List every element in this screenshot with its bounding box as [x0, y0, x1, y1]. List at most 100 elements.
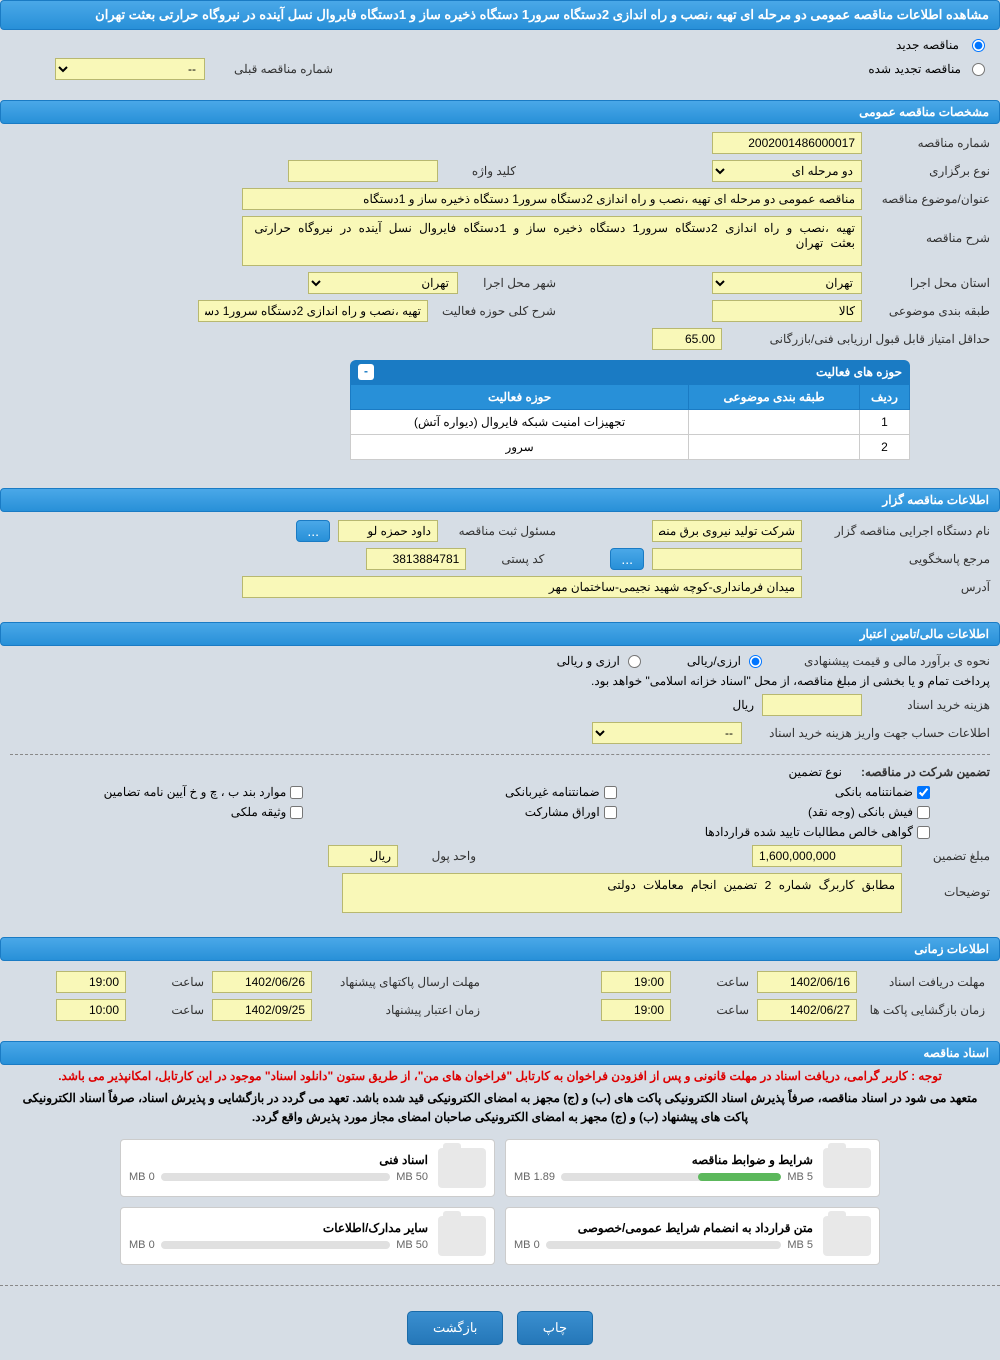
radio-renewed-tender[interactable] [972, 63, 985, 76]
folder-icon [438, 1148, 486, 1188]
cb-g4[interactable] [917, 806, 930, 819]
table-row: 2سرور [351, 435, 910, 460]
minimize-icon[interactable]: - [358, 364, 374, 380]
manager-field[interactable] [338, 520, 438, 542]
section-timing: اطلاعات زمانی [0, 937, 1000, 961]
cb-g4-label: فیش بانکی (وجه نقد) [808, 805, 913, 819]
doc-title: متن قرارداد به انضمام شرایط عمومی/خصوصی [514, 1221, 813, 1235]
radio-arz[interactable] [628, 655, 641, 668]
postal-field[interactable] [366, 548, 466, 570]
title-field[interactable] [242, 188, 862, 210]
keyword-field[interactable] [288, 160, 438, 182]
time-label-2: ساعت [134, 975, 204, 989]
open-date[interactable] [757, 999, 857, 1021]
desc-field[interactable]: تهیه ،نصب و راه اندازی 2دستگاه سرور1 دست… [242, 216, 862, 266]
validity-time[interactable] [56, 999, 126, 1021]
validity-date[interactable] [212, 999, 312, 1021]
table-row: 1تجهیزات امنیت شبكه فایروال (دیواره آتش) [351, 410, 910, 435]
province-select[interactable]: تهران [712, 272, 862, 294]
folder-icon [823, 1148, 871, 1188]
receive-label: مهلت دریافت اسناد [865, 975, 985, 989]
docs-note: متعهد می شود در اسناد مناقصه، صرفاً پذیر… [0, 1087, 1000, 1129]
rial-label: ریال [732, 698, 754, 712]
account-label: اطلاعات حساب جهت واریز هزینه خرید اسناد [750, 726, 990, 740]
back-button[interactable]: بازگشت [407, 1311, 503, 1345]
cb-g2[interactable] [604, 786, 617, 799]
category-field[interactable] [712, 300, 862, 322]
doc-total: 5 MB [787, 1171, 813, 1183]
section-docs: اسناد مناقصه [0, 1041, 1000, 1065]
doc-box-4[interactable]: سایر مدارک/اطلاعات 50 MB0 MB [120, 1207, 495, 1265]
title-label: عنوان/موضوع مناقصه [870, 192, 990, 206]
min-score-label: حداقل امتیاز قابل قبول ارزیابی فنی/بازرگ… [730, 332, 990, 346]
ref-field[interactable] [652, 548, 802, 570]
doc-total: 50 MB [396, 1239, 428, 1251]
open-label: زمان بازگشایی پاكت ها [865, 1003, 985, 1017]
manager-label: مسئول ثبت مناقصه [446, 524, 556, 538]
doc-box-3[interactable]: متن قرارداد به انضمام شرایط عمومی/خصوصی … [505, 1207, 880, 1265]
notes-field[interactable]: مطابق کاربرگ شماره 2 تضمین انجام معاملات… [342, 873, 902, 913]
receive-date[interactable] [757, 971, 857, 993]
docs-warning: توجه : کاربر گرامی، دریافت اسناد در مهلت… [0, 1065, 1000, 1087]
address-label: آدرس [810, 580, 990, 594]
doc-used: 0 MB [129, 1239, 155, 1251]
col-row: ردیف [860, 385, 910, 410]
radio-new-tender[interactable] [972, 39, 985, 52]
print-button[interactable]: چاپ [517, 1311, 593, 1345]
open-time[interactable] [601, 999, 671, 1021]
tender-no-field[interactable] [712, 132, 862, 154]
doc-cost-label: هزینه خرید اسناد [870, 698, 990, 712]
type-select[interactable]: دو مرحله ای [712, 160, 862, 182]
address-field[interactable] [242, 576, 802, 598]
lookup-button[interactable]: ... [610, 548, 644, 570]
org-label: نام دستگاه اجرایی مناقصه گزار [810, 524, 990, 538]
keyword-label: کلید واژه [446, 164, 516, 178]
org-field[interactable] [652, 520, 802, 542]
doc-used: 0 MB [129, 1171, 155, 1183]
city-select[interactable]: تهران [308, 272, 458, 294]
more-button[interactable]: ... [296, 520, 330, 542]
province-label: استان محل اجرا [870, 276, 990, 290]
doc-box-2[interactable]: اسناد فنی 50 MB0 MB [120, 1139, 495, 1197]
send-time[interactable] [56, 971, 126, 993]
cb-g7[interactable] [917, 826, 930, 839]
doc-title: شرایط و ضوابط مناقصه [514, 1153, 813, 1167]
time-label-1: ساعت [679, 975, 749, 989]
folder-icon [438, 1216, 486, 1256]
radio-arz-label: ارزی و ریالی [557, 654, 620, 668]
cb-g1[interactable] [917, 786, 930, 799]
radio-rial-label: ارزی/ریالی [687, 654, 741, 668]
radio-rial[interactable] [749, 655, 762, 668]
cb-g6[interactable] [290, 806, 303, 819]
tender-no-label: شماره مناقصه [870, 136, 990, 150]
prev-tender-select[interactable]: -- [55, 58, 205, 80]
cb-g3[interactable] [290, 786, 303, 799]
cb-g7-label: گواهی خالص مطالبات تایید شده قراردادها [705, 825, 913, 839]
category-label: طبقه بندی موضوعی [870, 304, 990, 318]
receive-time[interactable] [601, 971, 671, 993]
cb-g2-label: ضمانتنامه غیربانکی [505, 785, 600, 799]
activity-label: شرح كلی حوزه فعالیت [436, 304, 556, 318]
min-score-field[interactable] [652, 328, 722, 350]
cb-g5[interactable] [604, 806, 617, 819]
cb-g6-label: وثیقه ملکی [231, 805, 287, 819]
send-date[interactable] [212, 971, 312, 993]
unit-label: واحد پول [406, 849, 476, 863]
amount-field[interactable] [752, 845, 902, 867]
activity-field[interactable] [198, 300, 428, 322]
doc-total: 5 MB [787, 1239, 813, 1251]
doc-title: اسناد فنی [129, 1153, 428, 1167]
doc-used: 1.89 MB [514, 1171, 555, 1183]
doc-cost-field[interactable] [762, 694, 862, 716]
desc-label: شرح مناقصه [870, 216, 990, 245]
postal-label: کد پستی [474, 552, 544, 566]
account-select[interactable]: -- [592, 722, 742, 744]
section-general: مشخصات مناقصه عمومی [0, 100, 1000, 124]
unit-field[interactable] [328, 845, 398, 867]
folder-icon [823, 1216, 871, 1256]
doc-box-1[interactable]: شرایط و ضوابط مناقصه 5 MB 1.89 MB [505, 1139, 880, 1197]
cb-g1-label: ضمانتنامه بانکی [835, 785, 913, 799]
radio-renewed-label: مناقصه تجدید شده [868, 62, 961, 76]
type-label: نوع برگزاری [870, 164, 990, 178]
notes-label: توضیحات [910, 873, 990, 899]
